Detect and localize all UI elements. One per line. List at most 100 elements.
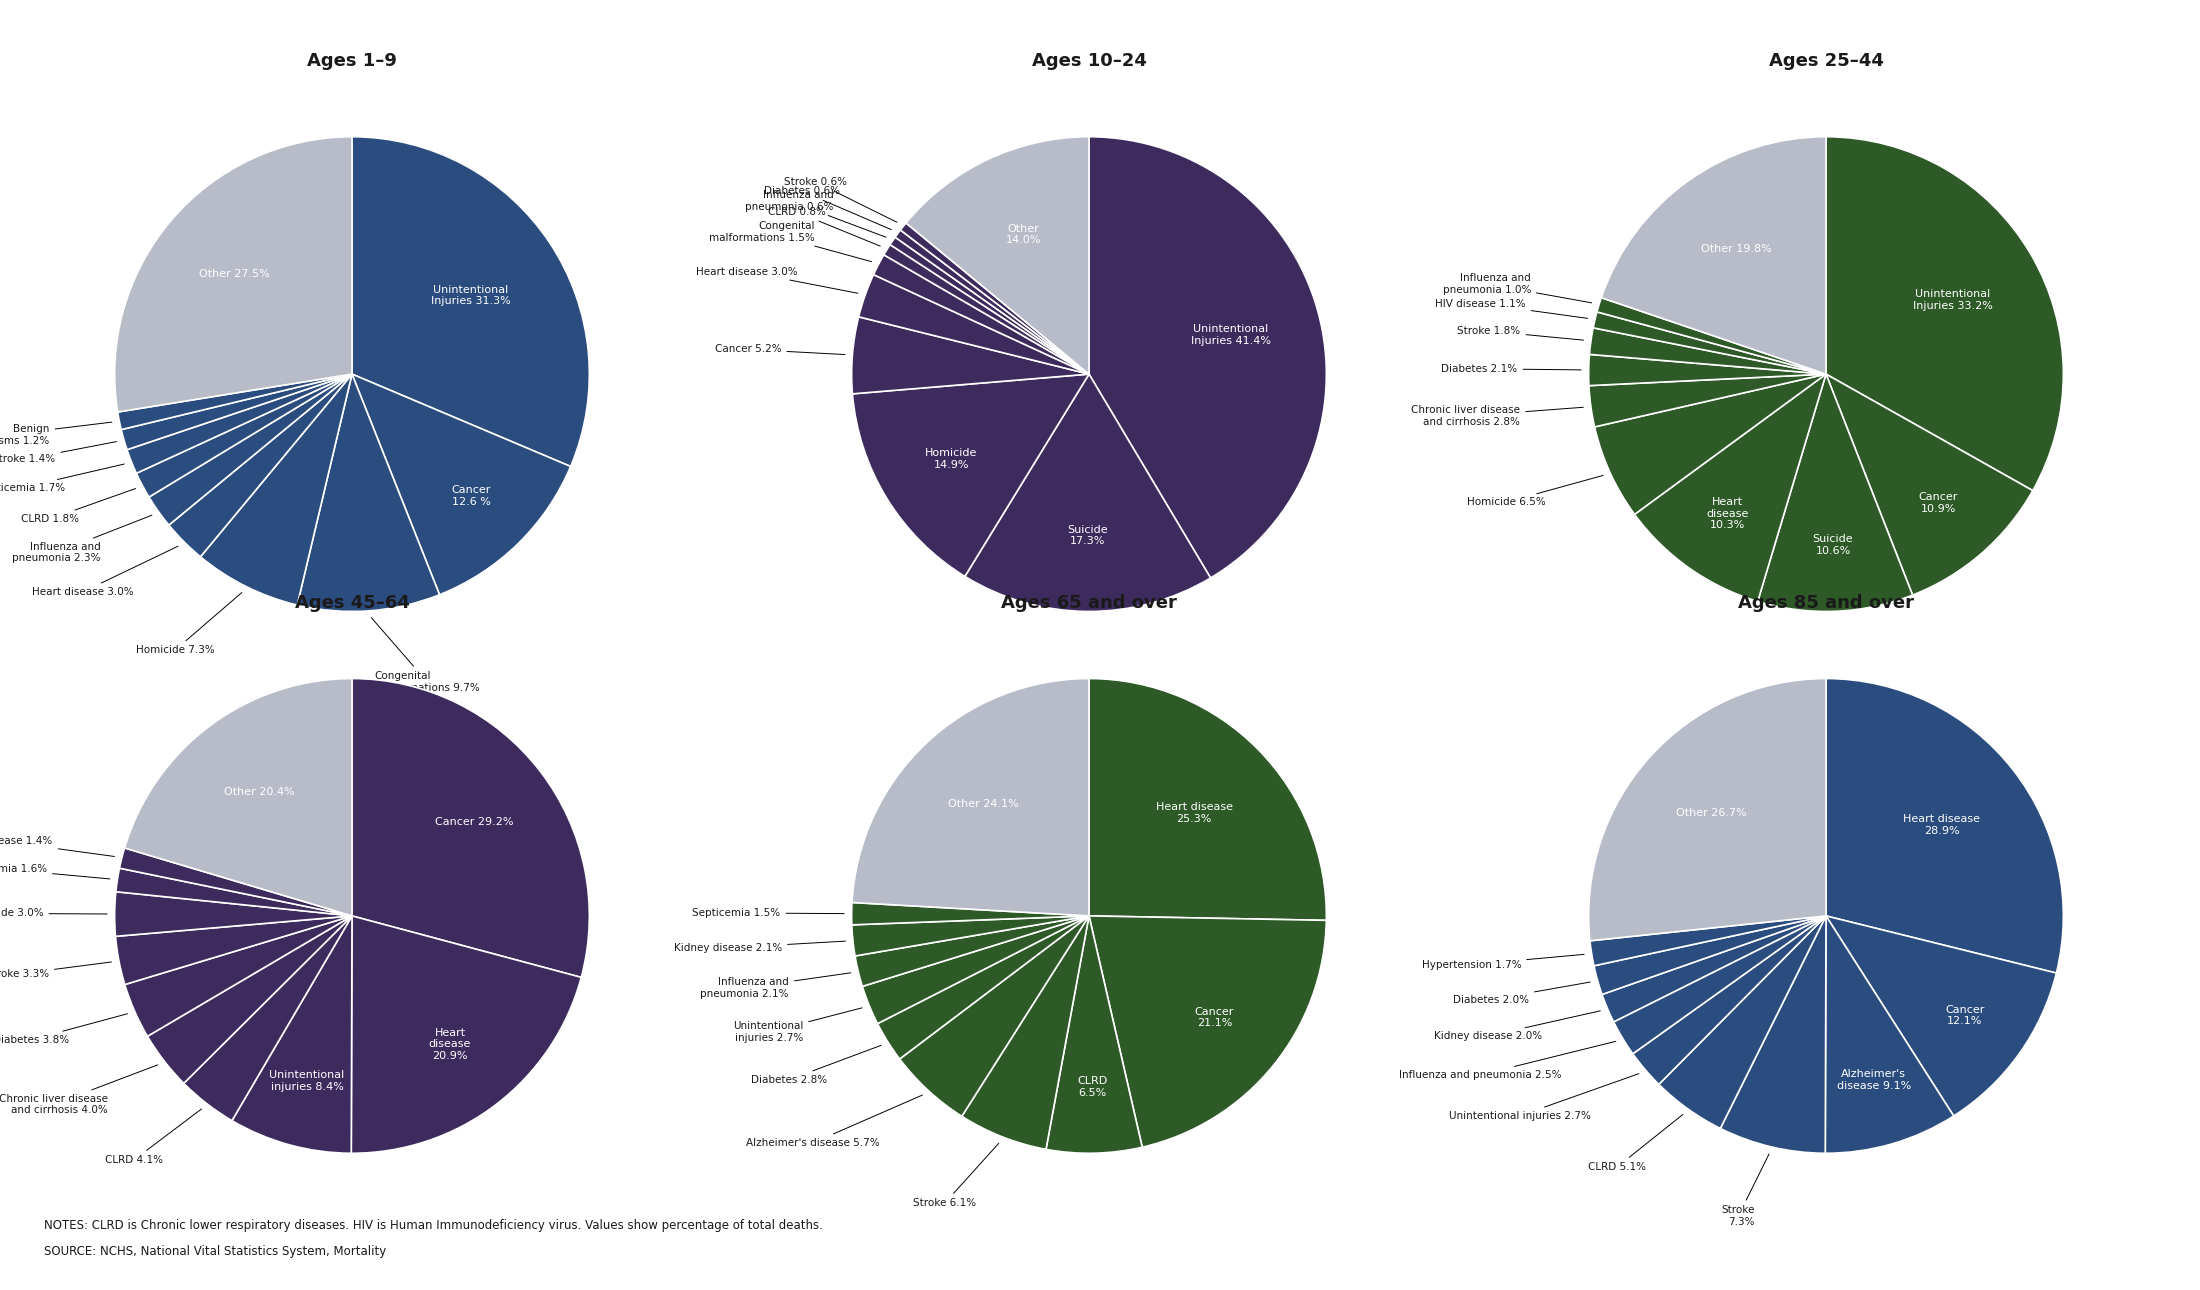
- Text: Suicide 3.0%: Suicide 3.0%: [0, 908, 108, 918]
- Text: Stroke
7.3%: Stroke 7.3%: [1723, 1155, 1769, 1227]
- Wedge shape: [150, 374, 352, 525]
- Wedge shape: [128, 374, 352, 473]
- Text: Suicide
17.3%: Suicide 17.3%: [1067, 525, 1109, 546]
- Text: Homicide
14.9%: Homicide 14.9%: [926, 448, 977, 470]
- Text: Heart disease
25.3%: Heart disease 25.3%: [1155, 802, 1232, 823]
- Wedge shape: [1758, 374, 1912, 611]
- Wedge shape: [117, 916, 352, 984]
- Text: Cancer 29.2%: Cancer 29.2%: [436, 817, 513, 827]
- Text: Other 19.8%: Other 19.8%: [1701, 244, 1771, 254]
- Wedge shape: [961, 916, 1089, 1149]
- Text: Alzheimer's
disease 9.1%: Alzheimer's disease 9.1%: [1837, 1069, 1912, 1091]
- Wedge shape: [1588, 355, 1826, 386]
- Text: Septicemia 1.5%: Septicemia 1.5%: [693, 908, 845, 918]
- Text: Cancer
21.1%: Cancer 21.1%: [1195, 1006, 1234, 1028]
- Text: Chronic liver disease
and cirrhosis 2.8%: Chronic liver disease and cirrhosis 2.8%: [1412, 405, 1584, 427]
- Text: Heart
disease
20.9%: Heart disease 20.9%: [429, 1028, 471, 1060]
- Wedge shape: [1720, 916, 1826, 1153]
- Text: Kidney disease 2.0%: Kidney disease 2.0%: [1434, 1011, 1599, 1041]
- Wedge shape: [114, 137, 352, 412]
- Wedge shape: [1826, 916, 2057, 1116]
- Title: Ages 1–9: Ages 1–9: [308, 53, 396, 70]
- Wedge shape: [169, 374, 352, 557]
- Wedge shape: [1597, 298, 1826, 374]
- Text: CLRD 5.1%: CLRD 5.1%: [1588, 1115, 1683, 1171]
- Text: Septicemia 1.7%: Septicemia 1.7%: [0, 464, 123, 493]
- Text: Stroke 1.8%: Stroke 1.8%: [1456, 326, 1584, 341]
- Wedge shape: [900, 916, 1089, 1116]
- Wedge shape: [1595, 916, 1826, 995]
- Wedge shape: [1089, 679, 1327, 920]
- Text: Stroke 3.3%: Stroke 3.3%: [0, 962, 112, 979]
- Text: Diabetes 0.6%: Diabetes 0.6%: [763, 186, 891, 230]
- Wedge shape: [851, 317, 1089, 393]
- Wedge shape: [352, 679, 590, 978]
- Text: Septicemia 1.6%: Septicemia 1.6%: [0, 864, 110, 878]
- Wedge shape: [1635, 374, 1826, 601]
- Text: Other 20.4%: Other 20.4%: [224, 787, 295, 797]
- Text: Cancer
12.6 %: Cancer 12.6 %: [451, 485, 491, 507]
- Wedge shape: [125, 916, 352, 1036]
- Text: CLRD 0.8%: CLRD 0.8%: [768, 208, 880, 246]
- Wedge shape: [231, 916, 352, 1153]
- Wedge shape: [878, 916, 1089, 1059]
- Text: Heart
disease
10.3%: Heart disease 10.3%: [1707, 497, 1749, 530]
- Text: HIV disease 1.1%: HIV disease 1.1%: [1434, 298, 1588, 319]
- Wedge shape: [1602, 916, 1826, 1022]
- Text: Other 26.7%: Other 26.7%: [1676, 808, 1747, 818]
- Wedge shape: [119, 848, 352, 916]
- Wedge shape: [1613, 916, 1826, 1054]
- Text: Homicide 6.5%: Homicide 6.5%: [1467, 476, 1604, 507]
- Text: Cancer
12.1%: Cancer 12.1%: [1945, 1005, 1984, 1027]
- Text: Influenza and
pneumonia 2.3%: Influenza and pneumonia 2.3%: [11, 515, 152, 564]
- Wedge shape: [1593, 312, 1826, 374]
- Wedge shape: [1659, 916, 1826, 1129]
- Wedge shape: [200, 374, 352, 605]
- Text: Heart disease 3.0%: Heart disease 3.0%: [31, 546, 178, 597]
- Text: Stroke 6.1%: Stroke 6.1%: [913, 1143, 999, 1209]
- Text: Unintentional
injuries 8.4%: Unintentional injuries 8.4%: [268, 1069, 345, 1091]
- Text: Congenital
malformations 1.5%: Congenital malformations 1.5%: [708, 221, 871, 262]
- Wedge shape: [114, 891, 352, 937]
- Text: NOTES: CLRD is Chronic lower respiratory diseases. HIV is Human Immunodeficiency: NOTES: CLRD is Chronic lower respiratory…: [44, 1219, 823, 1232]
- Wedge shape: [851, 916, 1089, 956]
- Text: Influenza and
pneumonia 0.6%: Influenza and pneumonia 0.6%: [746, 190, 887, 237]
- Wedge shape: [1632, 916, 1826, 1085]
- Wedge shape: [1089, 916, 1327, 1147]
- Text: Kidney disease 1.4%: Kidney disease 1.4%: [0, 836, 114, 857]
- Title: Ages 65 and over: Ages 65 and over: [1001, 595, 1177, 611]
- Text: Cancer
10.9%: Cancer 10.9%: [1918, 493, 1958, 513]
- Title: Ages 45–64: Ages 45–64: [295, 595, 409, 611]
- Wedge shape: [117, 374, 352, 430]
- Text: Diabetes 3.8%: Diabetes 3.8%: [0, 1014, 128, 1045]
- Wedge shape: [873, 254, 1089, 374]
- Text: Influenza and pneumonia 2.5%: Influenza and pneumonia 2.5%: [1399, 1041, 1615, 1080]
- Text: SOURCE: NCHS, National Vital Statistics System, Mortality: SOURCE: NCHS, National Vital Statistics …: [44, 1245, 387, 1258]
- Text: Chronic liver disease
and cirrhosis 4.0%: Chronic liver disease and cirrhosis 4.0%: [0, 1064, 158, 1116]
- Text: Suicide
10.6%: Suicide 10.6%: [1813, 534, 1852, 556]
- Text: Diabetes 2.1%: Diabetes 2.1%: [1441, 364, 1582, 374]
- Wedge shape: [1826, 374, 2033, 595]
- Wedge shape: [906, 137, 1089, 374]
- Text: Kidney disease 2.1%: Kidney disease 2.1%: [673, 942, 845, 953]
- Wedge shape: [891, 237, 1089, 374]
- Wedge shape: [1602, 137, 1826, 374]
- Title: Ages 10–24: Ages 10–24: [1032, 53, 1146, 70]
- Wedge shape: [352, 374, 570, 595]
- Text: Hypertension 1.7%: Hypertension 1.7%: [1421, 955, 1584, 970]
- Text: Homicide 7.3%: Homicide 7.3%: [136, 592, 242, 655]
- Wedge shape: [862, 916, 1089, 1024]
- Text: Diabetes 2.8%: Diabetes 2.8%: [752, 1045, 882, 1085]
- Text: Congenital
malformations 9.7%: Congenital malformations 9.7%: [372, 618, 480, 693]
- Text: Other 24.1%: Other 24.1%: [948, 799, 1019, 809]
- Wedge shape: [895, 230, 1089, 374]
- Text: CLRD 4.1%: CLRD 4.1%: [106, 1109, 202, 1165]
- Text: Cancer 5.2%: Cancer 5.2%: [715, 344, 845, 355]
- Text: Influenza and
pneumonia 1.0%: Influenza and pneumonia 1.0%: [1443, 273, 1593, 303]
- Wedge shape: [1045, 916, 1142, 1153]
- Wedge shape: [851, 903, 1089, 925]
- Text: Heart disease
28.9%: Heart disease 28.9%: [1903, 814, 1980, 836]
- Wedge shape: [1826, 679, 2064, 973]
- Text: CLRD 1.8%: CLRD 1.8%: [22, 489, 136, 524]
- Text: Influenza and
pneumonia 2.1%: Influenza and pneumonia 2.1%: [700, 973, 851, 998]
